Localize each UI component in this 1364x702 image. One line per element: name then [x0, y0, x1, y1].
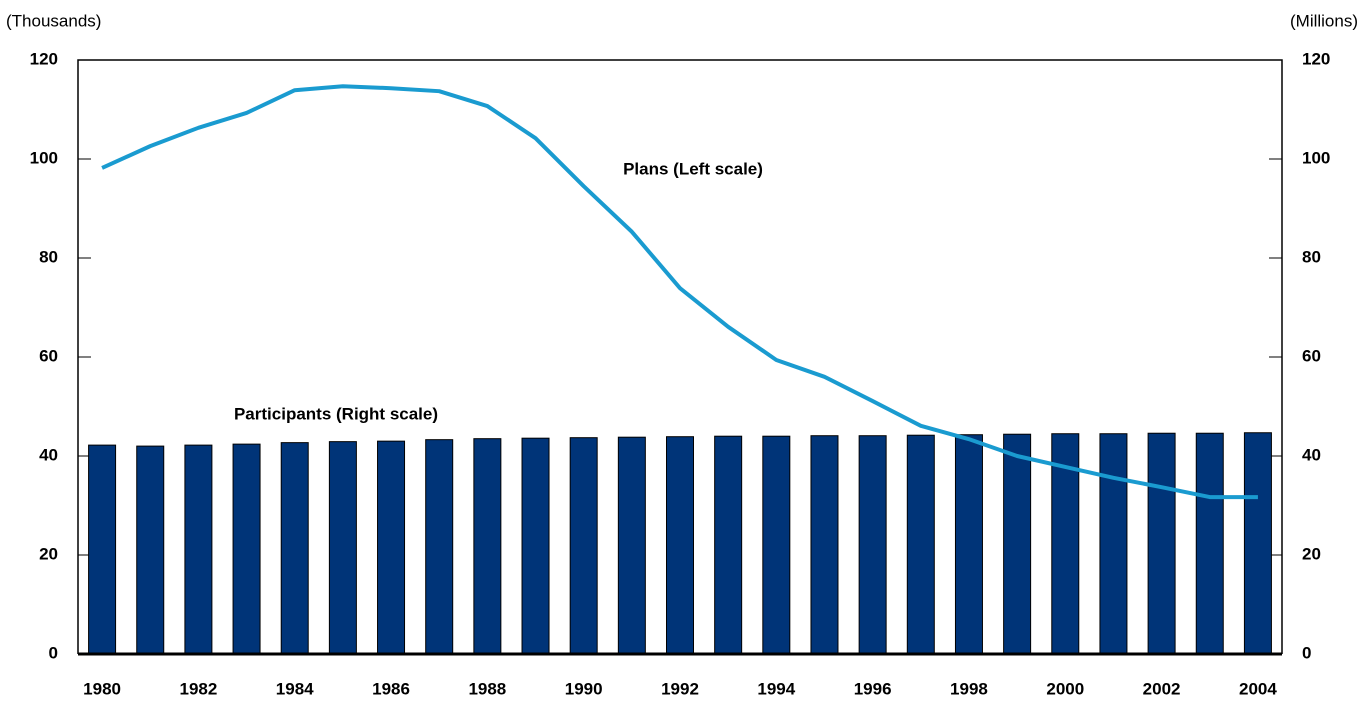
y-tick-label: 0 — [49, 643, 58, 662]
x-tick-label: 1982 — [179, 679, 217, 698]
x-tick-label: 1996 — [854, 679, 892, 698]
bar — [810, 435, 839, 655]
y2-tick-label: 0 — [1302, 643, 1311, 662]
series-label: Participants (Right scale) — [234, 404, 438, 423]
x-tick-label: 1986 — [372, 679, 410, 698]
y-tick-label: 120 — [30, 49, 58, 68]
y-tick-label: 100 — [30, 148, 58, 167]
bar — [184, 444, 213, 655]
x-tick-label: 1980 — [83, 679, 121, 698]
line — [101, 84, 1258, 500]
x-tick-label: 2002 — [1143, 679, 1181, 698]
y-tick-label: 80 — [39, 247, 58, 266]
y2-tick-label: 20 — [1302, 544, 1321, 563]
bar — [954, 434, 983, 655]
bar — [1243, 432, 1272, 655]
y-tick-label: 60 — [39, 346, 58, 365]
bar — [1003, 433, 1032, 655]
y-tick-label: 40 — [39, 445, 58, 464]
bar — [377, 440, 406, 655]
x-tick-label: 1984 — [276, 679, 314, 698]
bar — [1147, 432, 1176, 655]
bar — [521, 437, 550, 655]
bar — [906, 434, 935, 655]
bar — [1099, 433, 1128, 655]
bar — [1195, 432, 1224, 655]
x-tick-label: 1992 — [661, 679, 699, 698]
y2-tick-label: 60 — [1302, 346, 1321, 365]
x-tick-label: 1994 — [757, 679, 795, 698]
y2-tick-label: 80 — [1302, 247, 1321, 266]
y2-tick-label: 120 — [1302, 49, 1330, 68]
bar — [714, 435, 743, 655]
x-tick-label: 1990 — [565, 679, 603, 698]
bar — [858, 435, 887, 655]
bar — [232, 443, 261, 655]
bar — [328, 441, 357, 655]
bar — [666, 436, 694, 655]
bar — [762, 435, 791, 655]
x-tick-label: 1988 — [468, 679, 506, 698]
y-tick-label: 20 — [39, 544, 58, 563]
series-label: Plans (Left scale) — [623, 159, 763, 178]
plot-frame — [77, 59, 1283, 654]
x-tick-label: 1998 — [950, 679, 988, 698]
bar — [473, 438, 502, 655]
bar — [425, 439, 454, 655]
bar — [280, 442, 309, 655]
y2-tick-label: 40 — [1302, 445, 1321, 464]
x-tick-label: 2000 — [1046, 679, 1084, 698]
bar — [617, 436, 646, 655]
bar — [136, 445, 165, 655]
bar — [569, 437, 598, 655]
x-tick-label: 2004 — [1239, 679, 1277, 698]
y-axis-label: (Thousands) — [6, 11, 101, 30]
y2-tick-label: 100 — [1302, 148, 1330, 167]
bar — [88, 444, 117, 655]
y2-axis-label: (Millions) — [1290, 11, 1358, 30]
